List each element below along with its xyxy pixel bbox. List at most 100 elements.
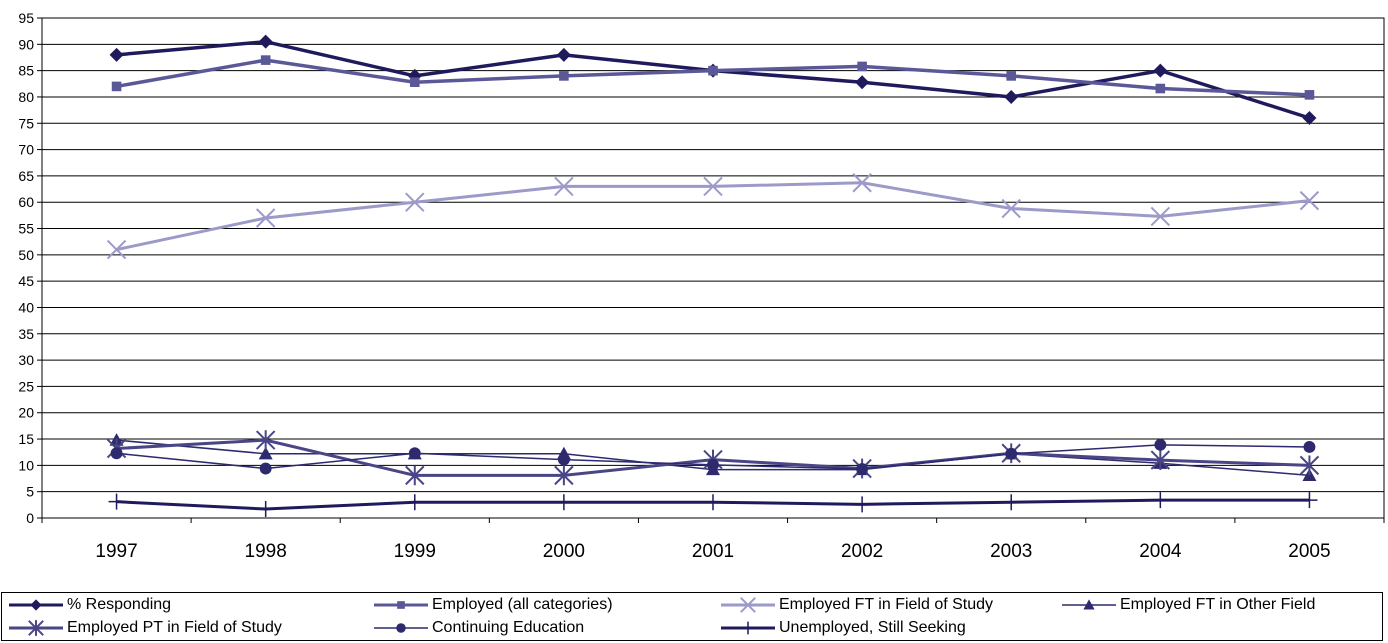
data-point <box>110 447 123 460</box>
data-point <box>1150 450 1171 471</box>
data-point <box>1083 599 1095 610</box>
data-point <box>856 463 869 476</box>
legend-swatch <box>9 599 63 611</box>
data-point <box>1302 111 1317 125</box>
data-point <box>1152 492 1169 509</box>
y-tick-label: 85 <box>18 63 34 79</box>
legend-label: Employed (all categories) <box>432 596 613 613</box>
data-point <box>259 462 272 475</box>
y-tick-label: 20 <box>18 405 34 421</box>
series-group <box>106 34 1320 518</box>
data-point <box>857 61 867 72</box>
data-point <box>257 501 274 518</box>
x-tick-label: 2005 <box>1288 541 1330 562</box>
data-point <box>708 65 718 76</box>
data-point <box>28 620 44 636</box>
x-tick-label: 1999 <box>394 541 436 562</box>
data-point <box>111 81 122 92</box>
data-point <box>109 47 124 62</box>
data-point <box>555 494 572 511</box>
legend-item: Employed (all categories) <box>372 594 613 616</box>
data-point <box>1006 71 1017 81</box>
data-point <box>1303 440 1316 453</box>
y-tick-label: 55 <box>18 221 34 237</box>
y-tick-label: 10 <box>18 457 34 473</box>
data-point <box>255 208 276 228</box>
legend-item: Employed PT in Field of Study <box>7 617 282 639</box>
y-tick-label: 5 <box>26 484 34 500</box>
y-tick-label: 30 <box>18 352 34 368</box>
legend-label: % Responding <box>67 596 172 613</box>
x-tick-label: 1998 <box>245 541 287 562</box>
data-point <box>741 621 755 635</box>
data-point <box>705 494 721 511</box>
line-chart: 0 5 10 15 20 25 30 35 40 45 50 55 60 65 70 75 80 85 90 95 1… <box>18 10 1385 562</box>
y-tick-label: 90 <box>18 36 34 52</box>
y-tick-label: 70 <box>18 142 34 158</box>
x-tick-label: 1997 <box>95 541 137 562</box>
data-point <box>854 496 871 513</box>
data-point <box>1301 492 1318 509</box>
series-unemployed-still-seeking <box>108 492 1318 518</box>
series-continuing-education <box>110 438 1316 476</box>
data-point <box>396 623 406 633</box>
data-point <box>852 173 872 193</box>
data-point <box>106 239 127 260</box>
y-tick-label: 15 <box>18 431 34 447</box>
data-point <box>1004 89 1019 104</box>
legend-item: Employed FT in Other Field <box>1060 594 1315 616</box>
y-tick-label: 65 <box>18 168 34 184</box>
legend-swatch <box>1062 599 1116 610</box>
legend-swatch <box>721 621 775 635</box>
y-tick-label: 50 <box>18 247 34 263</box>
legend-swatch <box>721 597 775 613</box>
legend-item: % Responding <box>7 594 171 616</box>
data-point <box>1299 455 1320 476</box>
data-point <box>258 34 273 49</box>
y-tick-label: 45 <box>18 273 34 289</box>
y-tick-label: 25 <box>18 378 34 394</box>
y-tick-label: 40 <box>18 299 34 315</box>
data-point <box>703 176 723 197</box>
data-point <box>1005 447 1018 460</box>
data-point <box>405 465 425 486</box>
x-tick-label: 2004 <box>1139 541 1182 562</box>
x-axis-tick-labels: 1997 1998 1999 2000 2001 2002 2003 2004 2005 <box>95 541 1330 562</box>
data-point <box>1001 198 1021 219</box>
data-point <box>554 176 574 197</box>
legend-swatch <box>9 620 63 636</box>
data-point <box>1153 63 1168 78</box>
data-point <box>409 77 420 88</box>
data-point <box>556 47 571 62</box>
legend-swatch <box>374 601 428 609</box>
y-tick-label: 35 <box>18 326 34 342</box>
data-point <box>405 192 425 212</box>
x-tick-label: 2000 <box>543 541 585 562</box>
legend-label: Continuing Education <box>432 619 585 636</box>
data-point <box>30 599 42 611</box>
series-employed-ft-in-field-of-study <box>106 173 1320 260</box>
data-point <box>108 493 125 510</box>
data-point <box>559 71 569 81</box>
data-point <box>855 75 870 90</box>
data-point <box>1150 206 1171 227</box>
data-point <box>1304 90 1315 100</box>
data-point <box>397 601 405 609</box>
legend-label: Employed PT in Field of Study <box>67 619 282 636</box>
data-point <box>260 55 271 65</box>
data-point <box>258 446 273 460</box>
legend-label: Employed FT in Field of Study <box>779 596 994 613</box>
data-point <box>554 465 574 486</box>
data-point <box>255 430 276 451</box>
legend-item: Unemployed, Still Seeking <box>719 617 966 639</box>
y-tick-label: 75 <box>18 115 34 131</box>
data-point <box>1299 190 1320 211</box>
data-point <box>740 597 756 613</box>
data-point <box>408 447 421 460</box>
legend-swatch <box>374 623 428 633</box>
y-tick-label: 80 <box>18 89 34 105</box>
x-tick-label: 2001 <box>692 541 734 562</box>
y-tick-label: 0 <box>26 510 34 526</box>
y-axis-tick-labels: 0 5 10 15 20 25 30 35 40 45 50 55 60 65 70 75 80 85 90 95 <box>18 10 34 526</box>
y-tick-label: 95 <box>18 10 34 26</box>
